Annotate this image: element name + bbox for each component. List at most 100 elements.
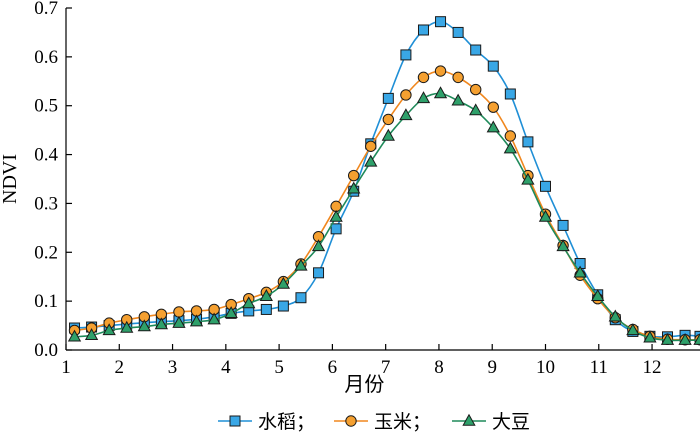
series-layer xyxy=(67,16,700,346)
data-point-triangle xyxy=(224,306,238,319)
data-point-circle xyxy=(452,71,464,84)
data-point-triangle xyxy=(172,315,186,328)
legend-item: 水稻； xyxy=(218,411,315,433)
legend-label: 大豆 xyxy=(492,411,530,433)
data-point-circle xyxy=(470,83,482,96)
data-point-triangle xyxy=(120,320,134,333)
legend-marker-circle xyxy=(345,415,357,427)
legend-marker-triangle xyxy=(462,413,476,426)
data-point-square xyxy=(470,44,482,56)
data-point-triangle xyxy=(189,314,204,327)
x-tick-label: 6 xyxy=(328,357,338,378)
data-point-triangle xyxy=(347,181,361,194)
x-tick-label: 10 xyxy=(536,357,555,378)
y-tick-label: 0.3 xyxy=(34,193,58,214)
data-point-triangle xyxy=(84,328,99,341)
data-point-triangle xyxy=(416,91,431,104)
data-point-square xyxy=(277,300,289,312)
data-point-triangle xyxy=(381,128,395,141)
data-point-square xyxy=(539,180,551,192)
data-point-triangle xyxy=(626,323,640,336)
data-point-triangle xyxy=(329,209,343,222)
series-line xyxy=(74,70,700,341)
x-tick-label: 12 xyxy=(643,357,662,378)
data-point-square xyxy=(452,26,464,38)
data-point-circle xyxy=(417,71,430,84)
data-point-square xyxy=(487,60,499,72)
data-point-triangle xyxy=(311,239,326,252)
data-point-square xyxy=(313,267,325,279)
data-point-triangle xyxy=(207,312,221,325)
data-point-triangle xyxy=(399,108,413,121)
data-point-circle xyxy=(365,140,377,152)
y-axis-title: NDVI xyxy=(0,154,21,204)
legend-label: 水稻； xyxy=(258,411,315,433)
data-point-triangle xyxy=(294,258,308,271)
x-tick-label: 7 xyxy=(381,357,391,378)
y-tick-label: 0.7 xyxy=(34,0,58,19)
legend-marker-square xyxy=(229,415,241,427)
data-point-triangle xyxy=(678,333,692,345)
legend-label: 玉米； xyxy=(374,411,431,433)
data-point-triangle xyxy=(364,154,378,167)
data-point-square xyxy=(417,24,429,36)
data-point-circle xyxy=(434,65,447,77)
data-point-circle xyxy=(400,89,412,101)
data-point-triangle xyxy=(469,103,483,116)
axes-layer: 0.00.10.20.30.40.50.60.71 2 3 4 5 6 7 8 9 10 11 12月… xyxy=(0,0,700,396)
data-point-triangle xyxy=(451,93,465,106)
data-point-triangle xyxy=(643,330,657,343)
x-tick-label: 9 xyxy=(487,357,497,378)
series-line xyxy=(74,20,700,338)
data-point-triangle xyxy=(154,317,169,330)
x-tick-label: 1 xyxy=(61,357,71,378)
data-point-square xyxy=(522,136,534,148)
data-point-triangle xyxy=(503,141,517,154)
y-tick-label: 0.0 xyxy=(34,340,58,361)
data-point-circle xyxy=(173,306,185,318)
data-point-circle xyxy=(382,113,395,126)
data-point-circle xyxy=(487,101,499,113)
data-point-square xyxy=(330,223,342,235)
legend-item: 玉米； xyxy=(334,411,431,433)
data-point-triangle xyxy=(433,86,448,99)
data-point-triangle xyxy=(521,172,535,185)
y-tick-label: 0.6 xyxy=(34,47,58,68)
data-point-square xyxy=(400,49,412,61)
data-point-triangle xyxy=(608,309,622,322)
data-point-triangle xyxy=(242,296,256,309)
x-tick-label: 4 xyxy=(221,357,231,378)
x-tick-label: 8 xyxy=(434,357,444,378)
data-point-square xyxy=(504,88,516,100)
x-tick-label: 11 xyxy=(590,357,608,378)
data-point-square xyxy=(382,92,394,104)
data-point-triangle xyxy=(660,333,675,345)
data-point-triangle xyxy=(693,333,700,345)
legend-item: 大豆 xyxy=(452,411,530,433)
y-tick-label: 0.2 xyxy=(34,242,58,263)
data-point-triangle xyxy=(486,120,500,133)
data-point-triangle xyxy=(591,289,605,301)
data-point-square xyxy=(557,219,569,231)
data-point-triangle xyxy=(538,209,553,222)
data-point-triangle xyxy=(67,329,82,342)
data-point-circle xyxy=(504,130,517,142)
data-point-circle xyxy=(347,169,360,182)
data-point-square xyxy=(260,303,272,315)
y-tick-label: 0.5 xyxy=(34,96,58,117)
data-point-triangle xyxy=(259,289,273,301)
x-tick-label: 5 xyxy=(274,357,284,378)
data-point-square xyxy=(295,292,307,304)
data-point-square xyxy=(435,16,447,28)
data-point-triangle xyxy=(276,276,291,289)
legend: 水稻； 玉米； 大豆 xyxy=(218,411,530,433)
data-point-triangle xyxy=(102,323,116,336)
y-tick-label: 0.4 xyxy=(34,145,58,166)
series-triangle xyxy=(67,86,700,345)
y-tick-label: 0.1 xyxy=(34,291,58,312)
x-tick-label: 3 xyxy=(168,357,178,378)
series-square xyxy=(69,16,700,343)
data-point-triangle xyxy=(573,265,587,278)
